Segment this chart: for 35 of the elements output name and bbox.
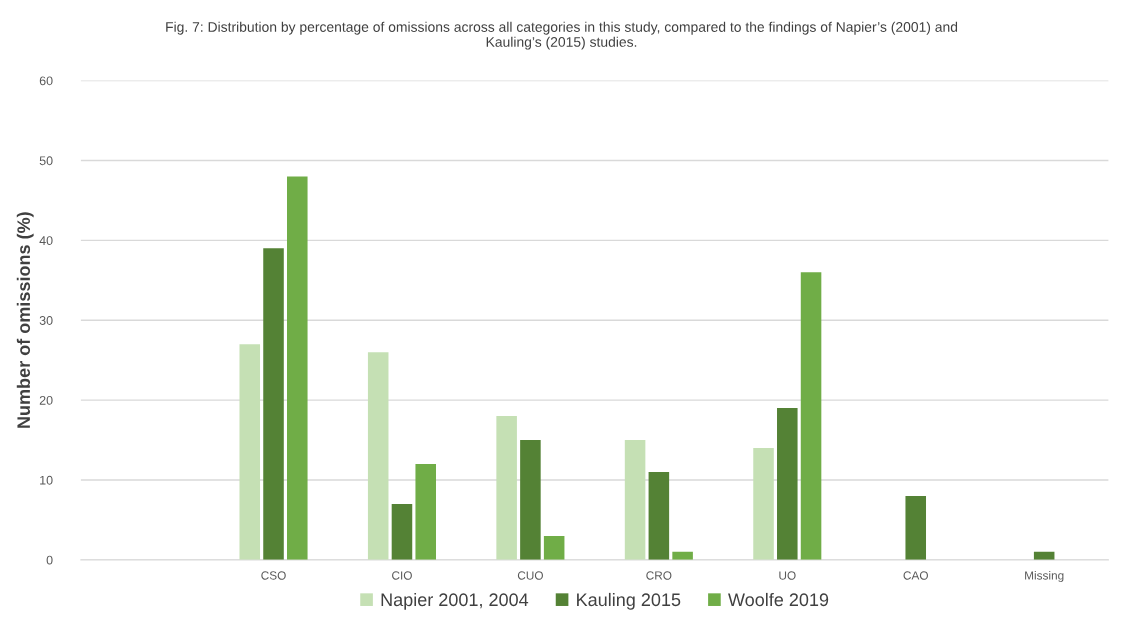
bar [520, 440, 541, 560]
bar [391, 503, 413, 560]
legend-label: Kauling 2015 [577, 592, 681, 610]
bar [367, 352, 389, 560]
y-tick-label: 40 [39, 236, 53, 246]
x-tick-label: CRO [646, 571, 672, 580]
x-tick-label: Missing [1025, 570, 1064, 582]
chart-title: Fig. 7: Distribution by percentage of omissions across all categories in this study, compared to the findings of Napier’s (2001) and Kauling’s (2015) studies. [166, 21, 958, 50]
y-tick-label: 30 [39, 316, 53, 325]
y-tick-label: 60 [39, 76, 53, 86]
bar [800, 272, 822, 560]
x-tick-label: UO [779, 571, 796, 580]
y-tick-label: 50 [39, 156, 53, 166]
legend-label: Napier 2001, 2004 [381, 592, 529, 610]
y-axis-title: Number of omissions (%) [16, 212, 34, 428]
y-tick-label: 20 [39, 395, 53, 405]
x-tick-label: CUO [517, 571, 543, 580]
bar [263, 248, 284, 560]
x-tick-label: CIO [392, 571, 412, 580]
bar [672, 551, 693, 560]
bar [648, 472, 670, 560]
y-tick-label: 10 [40, 475, 53, 485]
bar [777, 408, 798, 560]
bar [287, 176, 308, 560]
bar [415, 464, 436, 560]
x-tick-label: CSO [261, 571, 286, 580]
x-tick-label: CAO [903, 571, 928, 580]
bar [496, 416, 517, 560]
y-tick-label: 0 [46, 555, 53, 565]
bar [543, 535, 565, 560]
legend-label: Woolfe 2019 [728, 592, 829, 607]
bar [905, 495, 927, 560]
bar [753, 448, 774, 560]
bar [624, 440, 646, 560]
bar [239, 344, 261, 560]
